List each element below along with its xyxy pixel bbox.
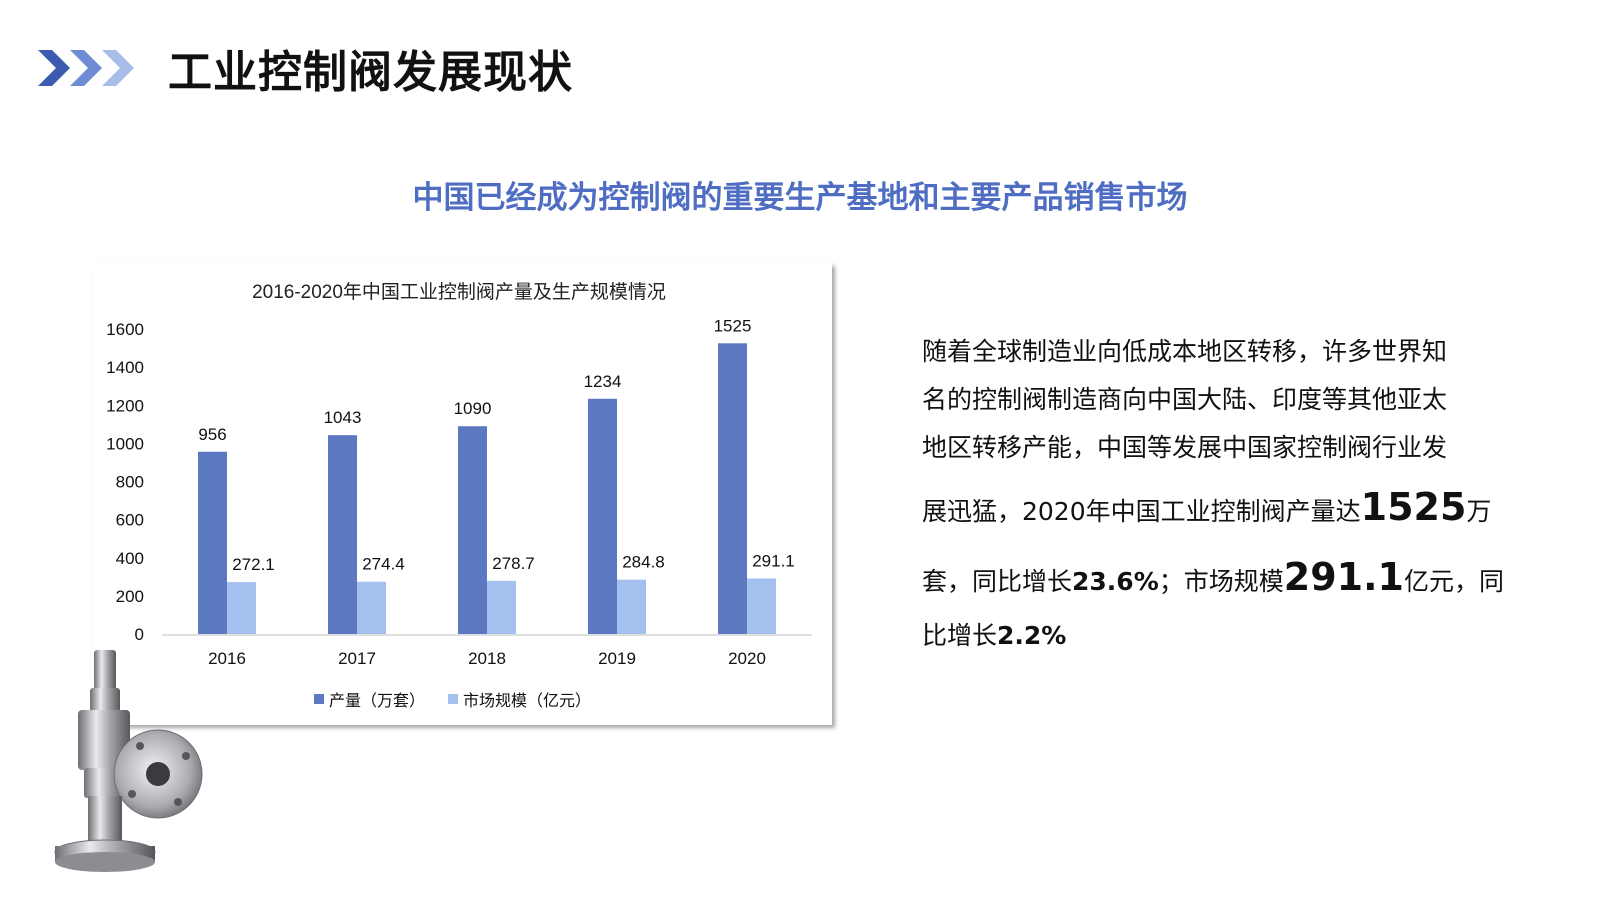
text-line-5-c: ；市场规模: [1158, 567, 1284, 596]
chevron-3: [102, 50, 134, 86]
production-highlight: 1525: [1360, 485, 1467, 529]
x-tick-label: 2020: [728, 649, 766, 668]
y-tick-label: 400: [116, 549, 144, 568]
bar-market-size: [487, 580, 516, 634]
market-growth: 2.2%: [997, 621, 1067, 650]
x-tick-label: 2018: [468, 649, 506, 668]
text-line-4: 展迅猛，2020年中国工业控制阀产量达1525万: [922, 472, 1522, 542]
y-tick-label: 1600: [106, 320, 144, 339]
market-size-highlight: 291.1: [1283, 555, 1404, 599]
x-tick-label: 2016: [208, 649, 246, 668]
text-line-5-a: 套，同比增长: [922, 567, 1073, 596]
bar-market-size: [747, 578, 776, 634]
chevrons-icon: [38, 50, 134, 86]
y-tick-label: 1000: [106, 434, 144, 453]
data-label: 1234: [584, 372, 622, 391]
text-line-2: 名的控制阀制造商向中国大陆、印度等其他亚太: [922, 385, 1448, 414]
data-label: 274.4: [362, 555, 405, 574]
legend-label: 市场规模（亿元）: [463, 692, 591, 710]
y-tick-label: 1200: [106, 396, 144, 415]
data-label: 272.1: [232, 555, 275, 574]
page-title: 工业控制阀发展现状: [168, 47, 573, 98]
y-tick-label: 200: [116, 587, 144, 606]
control-valve-image: [54, 650, 203, 872]
data-label: 1525: [714, 316, 752, 335]
text-line-5: 套，同比增长23.6%；市场规模291.1亿元，同: [922, 542, 1522, 612]
bar-market-size: [617, 579, 646, 634]
text-line-1: 随着全球制造业向低成本地区转移，许多世界知: [922, 337, 1448, 366]
legend-label: 产量（万套）: [329, 692, 425, 710]
legend-swatch: [448, 694, 458, 704]
bar-production: [718, 343, 747, 634]
chevron-2: [70, 50, 102, 86]
description-text: 随着全球制造业向低成本地区转移，许多世界知 名的控制阀制造商向中国大陆、印度等其…: [922, 328, 1522, 660]
text-line-3: 地区转移产能，中国等发展中国家控制阀行业发: [922, 433, 1448, 462]
data-label: 278.7: [492, 554, 535, 573]
data-label: 1090: [454, 399, 492, 418]
bar-production: [458, 426, 487, 634]
chart-title: 2016-2020年中国工业控制阀产量及生产规模情况: [252, 281, 666, 303]
text-line-4-a: 展迅猛，2020年中国工业控制阀产量达: [922, 497, 1361, 526]
chart-panel: 2016-2020年中国工业控制阀产量及生产规模情况 0 200 400 600 800 1…: [92, 263, 832, 725]
text-line-4-c: 万: [1466, 497, 1492, 526]
bar-chart: 2016-2020年中国工业控制阀产量及生产规模情况 0 200 400 600 800 1…: [106, 281, 812, 710]
x-tick-label: 2019: [598, 649, 636, 668]
text-line-6: 比增长2.2%: [922, 612, 1522, 660]
bar-market-size: [227, 582, 256, 634]
bar-production: [328, 435, 357, 634]
text-line-6-a: 比增长: [922, 621, 998, 650]
bar-production: [588, 398, 617, 634]
y-tick-label: 1400: [106, 358, 144, 377]
x-tick-label: 2017: [338, 649, 376, 668]
data-label: 1043: [324, 408, 362, 427]
text-line-5-e: 亿元，同: [1403, 567, 1504, 596]
data-label: 284.8: [622, 553, 665, 572]
y-tick-label: 0: [135, 625, 144, 644]
production-growth: 23.6%: [1072, 567, 1159, 596]
legend-swatch: [314, 694, 324, 704]
bar-production: [198, 451, 227, 634]
subtitle: 中国已经成为控制阀的重要生产基地和主要产品销售市场: [412, 180, 1188, 216]
y-tick-label: 600: [116, 511, 144, 530]
chevron-1: [38, 50, 70, 86]
data-label: 291.1: [752, 552, 795, 571]
bar-market-size: [357, 581, 386, 634]
header: 工业控制阀发展现状: [38, 38, 573, 98]
data-label: 956: [198, 425, 226, 444]
y-tick-label: 800: [116, 473, 144, 492]
